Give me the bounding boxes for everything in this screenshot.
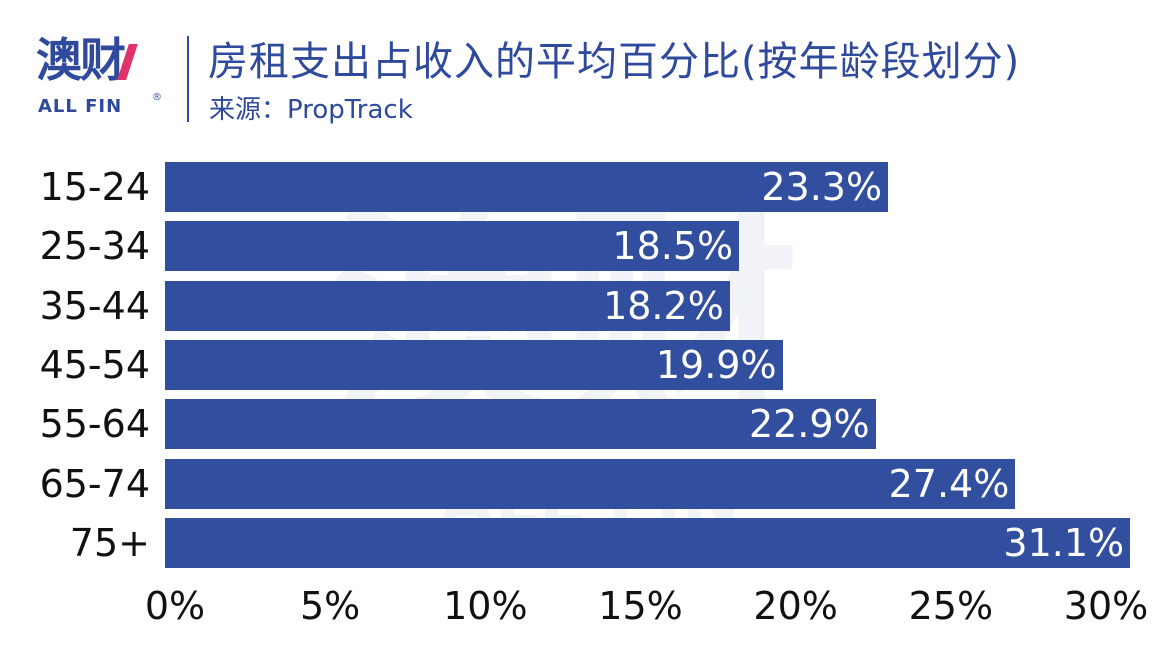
bar-row: 25-34 18.5% <box>0 221 1165 272</box>
category-label: 25-34 <box>39 224 150 269</box>
bar: 22.9% <box>165 399 876 450</box>
category-label: 45-54 <box>39 342 150 387</box>
bar-row: 75+ 31.1% <box>0 517 1165 568</box>
bar: 23.3% <box>165 162 889 212</box>
chart-title: 房租支出占收入的平均百分比(按年龄段划分) <box>208 39 1021 85</box>
bar-value-label: 23.3% <box>761 165 883 209</box>
bar-row: 55-64 22.9% <box>0 399 1165 450</box>
brand-logo: 澳财 ALL FIN ® <box>36 32 176 124</box>
category-label: 55-64 <box>39 402 150 447</box>
x-axis-tick-label: 30% <box>1063 584 1149 628</box>
logo-en-text: ALL FIN <box>38 96 123 117</box>
x-axis-tick-label: 0% <box>144 584 206 628</box>
bar-value-label: 27.4% <box>888 461 1010 506</box>
x-axis-tick-label: 5% <box>300 584 361 628</box>
header-divider <box>187 36 189 122</box>
category-label: 65-74 <box>39 461 150 506</box>
bar: 31.1% <box>165 517 1131 568</box>
category-label: 15-24 <box>39 165 150 209</box>
bar-value-label: 22.9% <box>748 402 870 447</box>
bar-row: 35-44 18.2% <box>0 280 1165 331</box>
bar-value-label: 18.5% <box>612 224 734 269</box>
logo-cn-text: 澳财 <box>36 33 126 87</box>
bar: 27.4% <box>165 458 1016 509</box>
chart-source: 来源：PropTrack <box>209 95 413 125</box>
bar-value-label: 19.9% <box>655 342 777 387</box>
bar: 19.9% <box>165 339 783 390</box>
bar-value-label: 18.2% <box>603 283 724 328</box>
bar: 18.2% <box>165 280 730 331</box>
bar-value-label: 31.1% <box>1003 520 1125 565</box>
x-axis-tick-label: 10% <box>443 584 528 628</box>
category-label: 35-44 <box>39 283 150 328</box>
bar-row: 65-74 27.4% <box>0 458 1165 509</box>
bar-row: 45-54 19.9% <box>0 339 1165 390</box>
x-axis-tick-label: 15% <box>598 584 683 628</box>
registered-mark-icon: ® <box>152 92 162 103</box>
bar-row: 15-24 23.3% <box>0 162 1165 212</box>
x-axis-tick-label: 25% <box>908 584 994 628</box>
category-label: 75+ <box>69 520 150 565</box>
bar: 18.5% <box>165 221 740 272</box>
x-axis-tick-label: 20% <box>753 584 838 628</box>
